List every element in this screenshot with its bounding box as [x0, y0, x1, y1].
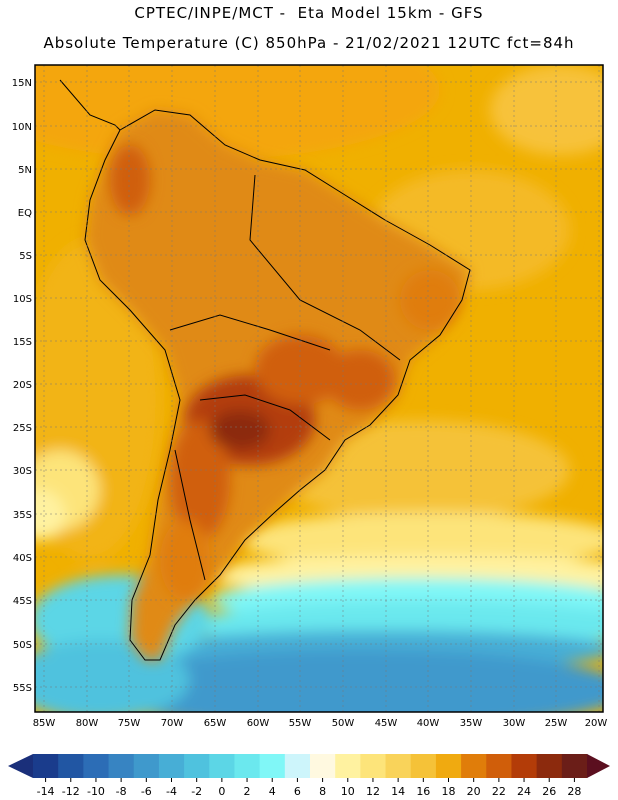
colorbar-swatch	[385, 754, 412, 778]
lon-label: 50W	[332, 718, 355, 729]
colorbar-tick-label: 26	[542, 785, 556, 798]
lon-label: 75W	[118, 718, 141, 729]
colorbar-ticks: -14 -12 -10 -8 -6 -4 -2 0 2 4 6 8 10 12 14 16 18 20 22 24 26…	[37, 778, 581, 798]
colorbar-tick-label: 14	[391, 785, 405, 798]
colorbar-swatch	[335, 754, 361, 778]
lat-label: 10S	[13, 294, 32, 305]
colorbar-swatch	[58, 754, 84, 778]
colorbar-tick-label: 2	[244, 785, 251, 798]
lon-label: 85W	[33, 718, 56, 729]
colorbar-tick-label: 12	[366, 785, 380, 798]
lat-label: 10N	[12, 122, 32, 133]
colorbar-swatch	[536, 754, 563, 778]
colorbar-swatch	[108, 754, 135, 778]
lon-label: 55W	[289, 718, 312, 729]
colorbar-swatch	[259, 754, 286, 778]
title-line-2: Absolute Temperature (C) 850hPa - 21/02/…	[43, 34, 575, 52]
lon-label: 30W	[503, 718, 526, 729]
colorbar-tick-label: -8	[116, 785, 127, 798]
lat-label: 15S	[13, 337, 32, 348]
colorbar-tick-label: 22	[492, 785, 506, 798]
colorbar-swatch	[234, 754, 261, 778]
latitude-labels: 15N 10N 5N EQ 5S 10S 15S 20S 25S 30S 35S…	[12, 78, 32, 694]
colorbar-tick-label: 16	[416, 785, 430, 798]
colorbar-tick-label: 6	[294, 785, 301, 798]
colorbar-swatch	[209, 754, 235, 778]
lon-label: 65W	[204, 718, 227, 729]
lat-label: 25S	[13, 423, 32, 434]
colorbar-swatch	[133, 754, 160, 778]
lon-label: 25W	[545, 718, 568, 729]
lat-label: 5S	[19, 251, 32, 262]
colorbar-left-arrow	[8, 754, 33, 778]
colorbar-tick-label: -6	[141, 785, 152, 798]
colorbar-swatch	[83, 754, 110, 778]
colorbar-tick-label: 24	[517, 785, 531, 798]
lat-label: 35S	[13, 510, 32, 521]
colorbar-swatch	[310, 754, 336, 778]
colorbar-tick-label: -14	[37, 785, 55, 798]
colorbar-swatches	[33, 754, 588, 778]
colorbar-swatch	[360, 754, 387, 778]
lon-label: 70W	[161, 718, 184, 729]
colorbar-swatch	[410, 754, 437, 778]
colorbar-tick-label: 8	[319, 785, 326, 798]
colorbar-tick-label: 10	[341, 785, 355, 798]
colorbar-swatch	[33, 754, 59, 778]
colorbar-right-arrow	[587, 754, 610, 778]
colorbar-tick-label: 28	[567, 785, 581, 798]
lat-label: 40S	[13, 553, 32, 564]
lat-label: 30S	[13, 466, 32, 477]
colorbar-tick-label: -12	[62, 785, 80, 798]
colorbar-swatch	[486, 754, 512, 778]
colorbar-tick-label: 20	[467, 785, 481, 798]
lat-label: 50S	[13, 640, 32, 651]
lon-label: 45W	[375, 718, 398, 729]
lat-label: 45S	[13, 596, 32, 607]
colorbar-tick-label: 4	[269, 785, 276, 798]
lat-label: 20S	[13, 380, 32, 391]
colorbar-swatch	[158, 754, 185, 778]
lon-label: 40W	[417, 718, 440, 729]
title-line-1: CPTEC/INPE/MCT - Eta Model 15km - GFS	[134, 4, 484, 22]
colorbar-tick-label: -4	[166, 785, 177, 798]
map-frame	[34, 64, 604, 713]
lon-label: 20W	[585, 718, 608, 729]
colorbar-swatch	[184, 754, 210, 778]
colorbar-tick-label: -10	[87, 785, 105, 798]
colorbar-swatch	[511, 754, 538, 778]
colorbar-swatch	[284, 754, 311, 778]
lat-label: 5N	[18, 165, 32, 176]
colorbar-swatch	[461, 754, 487, 778]
colorbar-tick-label: 18	[442, 785, 456, 798]
colorbar-tick-label: 0	[218, 785, 225, 798]
colorbar-swatch	[561, 754, 588, 778]
longitude-labels: 85W 80W 75W 70W 65W 60W 55W 50W 45W 40W …	[33, 718, 608, 729]
lat-label: 15N	[12, 78, 32, 89]
lon-label: 60W	[247, 718, 270, 729]
lat-label: 55S	[13, 683, 32, 694]
colorbar-tick-label: -2	[191, 785, 202, 798]
colorbar-swatch	[435, 754, 462, 778]
lat-label: EQ	[18, 208, 32, 219]
lon-label: 35W	[460, 718, 483, 729]
temperature-field	[35, 65, 603, 712]
lon-label: 80W	[76, 718, 99, 729]
